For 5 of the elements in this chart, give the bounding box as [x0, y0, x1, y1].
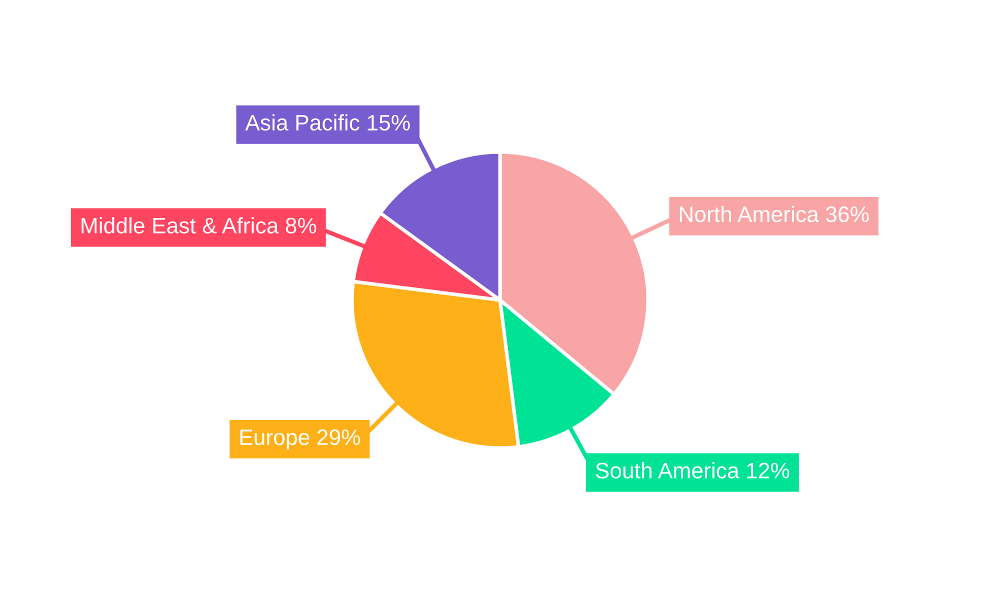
slice-label: Europe 29% — [240, 429, 360, 450]
slice-label: Middle East & Africa 8% — [82, 217, 316, 234]
slice-label: South America 12% — [596, 462, 790, 478]
slice-label: Asia Pacific 15% — [245, 114, 410, 131]
slice-label: North America 36% — [680, 206, 869, 222]
